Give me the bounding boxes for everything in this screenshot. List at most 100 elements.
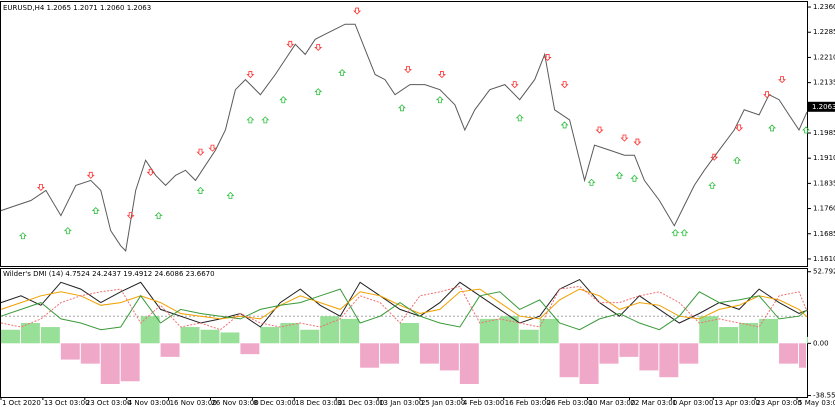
histogram-bar xyxy=(579,343,599,384)
histogram-bar xyxy=(499,316,519,344)
x-tick-label: 8 Dec 03:00 xyxy=(253,399,296,407)
buy-arrow xyxy=(708,181,717,189)
series-line xyxy=(0,288,808,331)
buy-arrow xyxy=(435,96,444,104)
histogram-bar xyxy=(320,316,340,344)
y-tick-label: 1.1835 xyxy=(813,179,835,187)
x-tick-label: 1 Apr 03:00 xyxy=(672,399,713,407)
y-tick-label: 1.1610 xyxy=(813,255,835,263)
buy-arrow xyxy=(246,116,255,124)
y-tick-label: -38.5513 xyxy=(813,392,835,400)
x-tick-label: 13 Jan 03:00 xyxy=(379,399,423,407)
histogram-bar xyxy=(200,329,220,344)
histogram-bar xyxy=(539,318,559,344)
buy-arrow xyxy=(560,121,569,129)
buy-arrow xyxy=(226,191,235,199)
y-tick-label: 1.2135 xyxy=(813,79,835,87)
histogram-bar xyxy=(739,322,759,344)
buy-arrow xyxy=(154,212,163,220)
sell-arrow xyxy=(633,138,642,146)
x-tick-label: 10 Mar 03:00 xyxy=(589,399,636,407)
buy-arrow xyxy=(63,227,72,235)
histogram-bar xyxy=(100,343,120,384)
sell-arrow xyxy=(763,91,772,99)
buy-arrow xyxy=(261,116,270,124)
y-tick-label: 1.1985 xyxy=(813,129,835,137)
sell-arrow xyxy=(437,71,446,79)
y-tick-label: 1.1910 xyxy=(813,154,835,162)
buy-arrow xyxy=(615,171,624,179)
histogram-bar xyxy=(619,343,639,357)
sell-arrow xyxy=(196,148,205,156)
histogram-bar xyxy=(260,327,280,344)
x-tick-label: 16 Nov 03:00 xyxy=(170,399,217,407)
histogram-bar xyxy=(719,327,739,344)
histogram-bar xyxy=(459,343,479,384)
x-tick-label: 25 Jan 03:00 xyxy=(421,399,465,407)
histogram-bar xyxy=(160,343,180,357)
histogram-bar xyxy=(807,336,808,344)
x-tick-label: 23 Apr 03:00 xyxy=(756,399,802,407)
histogram-bar xyxy=(439,343,459,371)
histogram-bar xyxy=(699,316,719,344)
y-tick-label: 1.2210 xyxy=(813,53,835,61)
histogram-bar xyxy=(280,322,300,344)
x-tick-label: 5 May 03:00 xyxy=(798,399,835,407)
sell-arrow xyxy=(595,126,604,134)
histogram-bar xyxy=(779,343,799,364)
price-title: EURUSD,H4 1.2065 1.2071 1.2060 1.2063 xyxy=(3,4,151,12)
histogram-bar xyxy=(400,322,419,344)
sell-arrow xyxy=(510,81,519,89)
sell-arrow xyxy=(146,168,155,176)
buy-arrow xyxy=(18,232,27,240)
y-tick-label: 1.1760 xyxy=(813,205,835,213)
buy-arrow xyxy=(398,104,406,112)
histogram-bar xyxy=(599,343,619,364)
x-tick-label: 13 Apr 03:00 xyxy=(714,399,760,407)
buy-arrow xyxy=(279,96,288,104)
x-tick-label: 18 Dec 03:00 xyxy=(295,399,342,407)
histogram-bar xyxy=(559,343,579,378)
histogram-bar xyxy=(120,343,140,382)
sell-arrow xyxy=(735,124,744,132)
sell-arrow xyxy=(620,134,629,142)
histogram-bar xyxy=(220,332,240,344)
x-tick-label: 1 Oct 2020 xyxy=(2,399,41,407)
sell-arrow xyxy=(246,71,255,79)
buy-arrow xyxy=(91,207,100,214)
histogram-bar xyxy=(679,343,699,364)
buy-arrow xyxy=(338,68,347,76)
series-line xyxy=(0,23,808,252)
buy-arrow xyxy=(587,178,596,186)
histogram-bar xyxy=(240,343,260,355)
price-panel xyxy=(0,1,808,267)
y-tick-label: 1.2285 xyxy=(813,28,835,36)
histogram-bar xyxy=(140,316,160,344)
series-line xyxy=(0,285,808,331)
buy-arrow xyxy=(515,114,524,122)
sell-arrow xyxy=(560,81,569,89)
x-tick-label: 22 Mar 03:00 xyxy=(630,399,677,407)
buy-arrow xyxy=(196,186,205,194)
histogram-bar xyxy=(759,318,779,344)
y-tick-label: 1.2360 xyxy=(813,3,835,11)
y-tick-label: 52.7928 xyxy=(813,268,835,276)
x-tick-label: 13 Oct 03:00 xyxy=(44,399,90,407)
x-tick-label: 4 Feb 03:00 xyxy=(463,399,504,407)
histogram-bar xyxy=(479,318,499,344)
sell-arrow xyxy=(126,212,135,220)
buy-arrow xyxy=(314,88,323,96)
sell-arrow xyxy=(778,76,787,84)
histogram-bar xyxy=(300,329,320,344)
histogram-bar xyxy=(20,322,40,344)
sell-arrow xyxy=(314,43,323,51)
x-tick-label: 4 Nov 03:00 xyxy=(128,399,171,407)
y-tick-label: 0.00 xyxy=(813,339,829,347)
sell-arrow xyxy=(710,153,719,161)
sell-arrow xyxy=(286,40,295,48)
histogram-bar xyxy=(1,329,20,344)
sell-arrow xyxy=(404,66,412,74)
x-tick-label: 26 Feb 03:00 xyxy=(547,399,593,407)
buy-arrow xyxy=(680,229,689,237)
